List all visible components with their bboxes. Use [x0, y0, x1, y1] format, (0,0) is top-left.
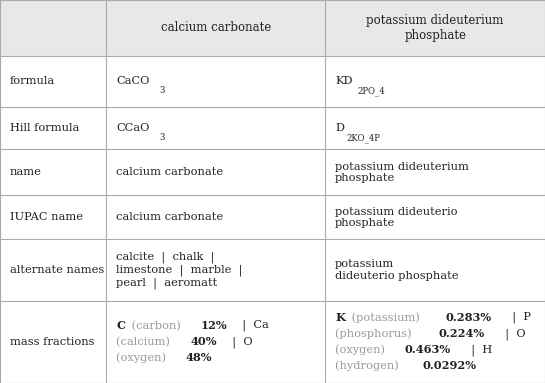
Text: |  H: | H	[464, 344, 492, 356]
Text: K: K	[335, 312, 345, 323]
Text: 3: 3	[159, 133, 165, 142]
Text: KD: KD	[335, 76, 353, 87]
Text: 0.224%: 0.224%	[439, 328, 485, 339]
Text: |  Ca: | Ca	[235, 320, 269, 332]
Text: name: name	[10, 167, 41, 177]
Text: Hill formula: Hill formula	[10, 123, 79, 133]
Bar	[0, 0, 545, 56]
Text: mass fractions: mass fractions	[10, 337, 94, 347]
Text: C: C	[116, 320, 125, 331]
Text: (phosphorus): (phosphorus)	[335, 329, 415, 339]
Text: 2KO_4P: 2KO_4P	[347, 133, 380, 143]
Text: 0.463%: 0.463%	[404, 344, 451, 355]
Text: 0.0292%: 0.0292%	[422, 360, 476, 372]
Text: (oxygen): (oxygen)	[335, 345, 389, 355]
Text: potassium dideuterium
phosphate: potassium dideuterium phosphate	[366, 14, 504, 42]
Text: 0.283%: 0.283%	[445, 312, 492, 323]
Text: 3: 3	[159, 87, 165, 95]
Text: (oxygen): (oxygen)	[116, 353, 169, 363]
Text: D: D	[335, 123, 344, 133]
Text: (calcium): (calcium)	[116, 337, 174, 347]
Text: alternate names: alternate names	[10, 265, 104, 275]
Text: formula: formula	[10, 76, 55, 87]
Text: (carbon): (carbon)	[128, 321, 184, 331]
Text: calcium carbonate: calcium carbonate	[161, 21, 271, 34]
Text: 40%: 40%	[190, 336, 217, 347]
Text: IUPAC name: IUPAC name	[10, 212, 83, 223]
Text: (hydrogen): (hydrogen)	[335, 361, 403, 371]
Text: calcium carbonate: calcium carbonate	[116, 212, 223, 223]
Text: 48%: 48%	[185, 352, 212, 363]
Text: |  P: | P	[505, 312, 531, 324]
Text: CaCO: CaCO	[116, 76, 149, 87]
Text: calcite  |  chalk  |
limestone  |  marble  |
pearl  |  aeromatt: calcite | chalk | limestone | marble | p…	[116, 251, 243, 289]
Text: (potassium): (potassium)	[348, 313, 423, 323]
Text: 12%: 12%	[201, 320, 227, 331]
Text: 2PO_4: 2PO_4	[358, 86, 385, 96]
Text: potassium
dideuterio phosphate: potassium dideuterio phosphate	[335, 259, 459, 281]
Text: CCaO: CCaO	[116, 123, 149, 133]
Text: potassium dideuterium
phosphate: potassium dideuterium phosphate	[335, 162, 469, 183]
Text: calcium carbonate: calcium carbonate	[116, 167, 223, 177]
Text: potassium dideuterio
phosphate: potassium dideuterio phosphate	[335, 206, 458, 228]
Text: |  O: | O	[498, 328, 526, 340]
Text: |  O: | O	[225, 336, 252, 348]
